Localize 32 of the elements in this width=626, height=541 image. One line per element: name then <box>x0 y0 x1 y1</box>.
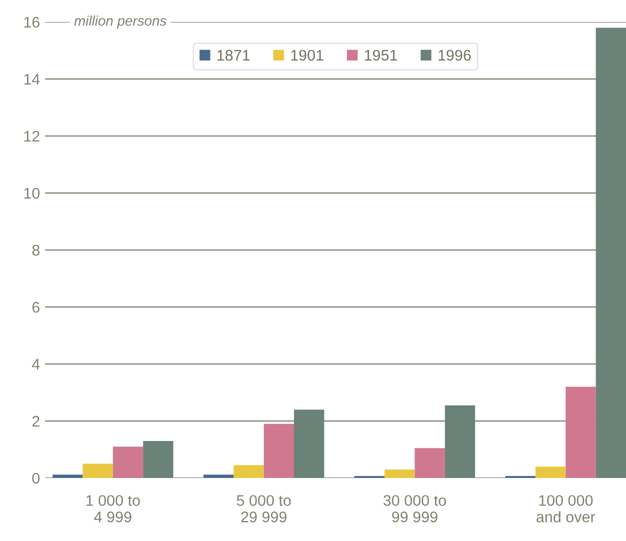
y-tick-label: 4 <box>32 359 40 370</box>
y-tick-label: 0 <box>32 472 40 484</box>
x-tick-label: 1 000 to 4 999 <box>86 495 140 522</box>
x-tick-label: 30 000 to 99 999 <box>383 495 446 522</box>
bar <box>82 464 113 478</box>
y-tick-label: 16 <box>24 16 40 28</box>
bar <box>596 28 626 478</box>
legend-label: 1951 <box>364 50 398 61</box>
y-tick-label: 8 <box>32 244 40 256</box>
bar <box>234 465 264 478</box>
y-tick-label: 12 <box>24 130 40 142</box>
y-tick-label: 10 <box>24 188 40 199</box>
bar <box>414 448 445 478</box>
bar <box>294 410 324 478</box>
bar <box>203 474 234 478</box>
bar <box>112 446 144 478</box>
y-tick-label: 14 <box>24 74 40 85</box>
y-tick-label: 2 <box>32 416 40 427</box>
legend-label: 1996 <box>438 50 471 61</box>
bar <box>143 440 174 478</box>
legend-label: 1901 <box>291 50 324 61</box>
y-tick-label: 6 <box>32 302 40 313</box>
bar <box>264 424 294 478</box>
bar <box>52 474 83 478</box>
x-tick-label: 100 000 and over <box>536 495 596 522</box>
y-axis-title: million persons <box>74 16 166 28</box>
legend-label: 1871 <box>218 50 250 61</box>
x-tick-label: 5 000 to 29 999 <box>236 495 291 522</box>
bar <box>566 386 596 478</box>
bar <box>444 405 476 478</box>
bar <box>384 469 415 478</box>
bar <box>535 466 566 478</box>
